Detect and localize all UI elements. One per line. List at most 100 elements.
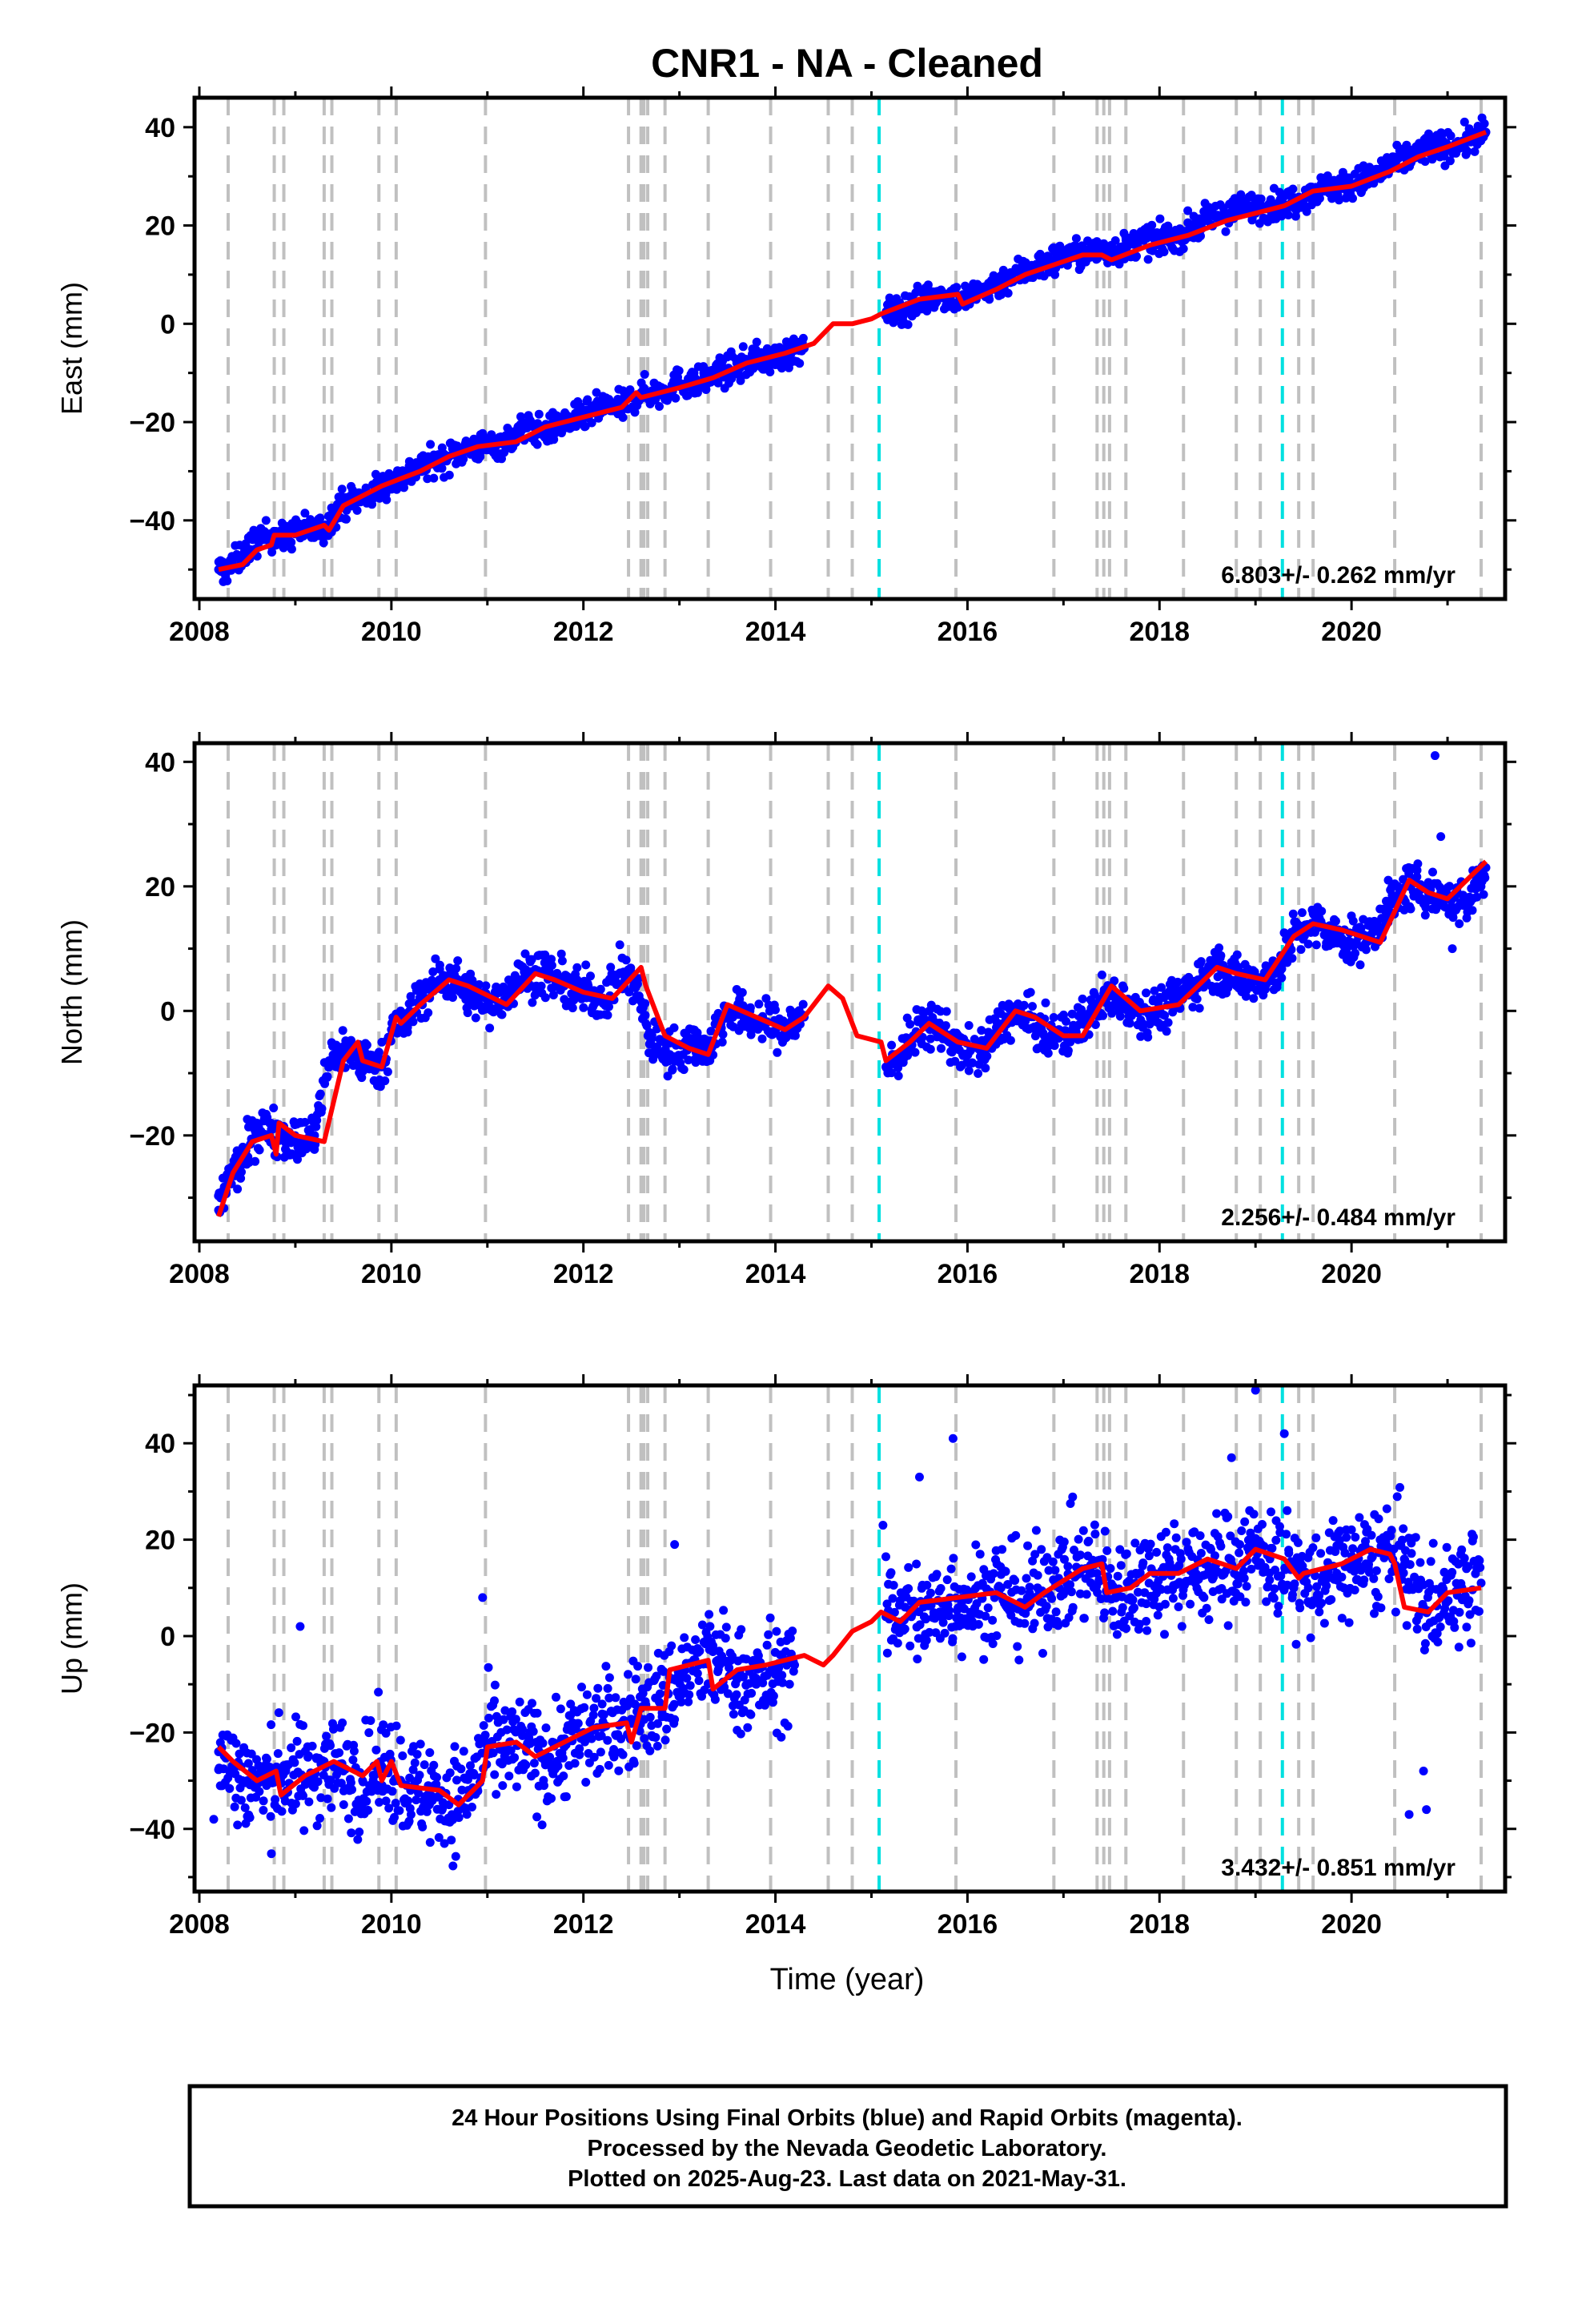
up-position-dot <box>765 1613 775 1622</box>
up-position-dot <box>979 1655 989 1664</box>
north-position-dot <box>1107 1008 1117 1018</box>
up-position-dot <box>1290 1579 1299 1589</box>
east-position-dot <box>437 464 447 473</box>
up-position-dot <box>381 1728 391 1738</box>
up-position-dot <box>693 1669 702 1679</box>
up-position-dot <box>492 1790 501 1799</box>
up-position-dot <box>336 1779 346 1788</box>
east-position-dot <box>1143 255 1153 264</box>
up-position-dot <box>1074 1534 1083 1544</box>
up-position-dot <box>1283 1506 1292 1515</box>
up-position-dot <box>1094 1577 1104 1586</box>
up-position-dot <box>1240 1517 1250 1526</box>
up-position-dot <box>904 1562 913 1572</box>
up-position-dot <box>541 1723 551 1733</box>
north-position-dot <box>964 1066 974 1076</box>
up-position-dot <box>1293 1538 1303 1547</box>
up-position-dot <box>488 1748 498 1758</box>
up-daily-positions <box>214 1482 1485 1871</box>
east-position-dot <box>985 295 994 304</box>
up-position-dot <box>540 1781 548 1791</box>
north-position-dot <box>1143 1032 1153 1042</box>
east-plot-frame <box>192 95 1508 601</box>
east-y-tick-label: −40 <box>129 506 175 537</box>
east-position-dot <box>923 280 933 290</box>
north-position-dot <box>471 1013 480 1023</box>
up-position-dot <box>777 1671 787 1680</box>
up-position-dot <box>414 1788 423 1798</box>
up-position-dot <box>667 1641 677 1651</box>
north-position-dot <box>1188 1003 1198 1012</box>
north-position-dot <box>1277 973 1287 983</box>
north-position-dot <box>548 991 558 999</box>
north-position-dot <box>452 963 461 973</box>
up-position-dot <box>695 1647 705 1656</box>
up-position-dot <box>299 1721 307 1731</box>
up-position-dot <box>418 1822 428 1831</box>
up-position-dot <box>1229 1596 1239 1606</box>
up-position-dot <box>454 1813 464 1823</box>
east-position-dot <box>1463 147 1472 156</box>
up-position-dot <box>432 1779 441 1789</box>
north-position-dot <box>1157 983 1166 992</box>
east-position-dot <box>352 505 362 515</box>
up-position-dot <box>682 1674 692 1683</box>
north-y-tick-label: 20 <box>145 872 175 903</box>
east-position-dot <box>1445 156 1455 166</box>
up-position-dot <box>236 1795 246 1805</box>
up-position-dot <box>930 1614 940 1623</box>
up-position-dot <box>518 1724 527 1734</box>
up-position-dot <box>1021 1609 1030 1618</box>
up-position-dot <box>277 1807 287 1816</box>
north-position-dot <box>572 963 582 972</box>
up-position-dot <box>1306 1633 1315 1642</box>
up-position-dot <box>926 1588 935 1598</box>
east-position-dot <box>1402 140 1411 150</box>
up-position-dot <box>1273 1609 1283 1618</box>
up-position-dot <box>1162 1543 1172 1553</box>
up-position-dot <box>1082 1590 1091 1599</box>
up-position-dot <box>1176 1554 1186 1564</box>
up-position-dot <box>1066 1580 1074 1590</box>
up-position-dot <box>556 1704 565 1714</box>
up-position-dot <box>783 1722 793 1731</box>
up-position-dot <box>312 1821 322 1831</box>
up-position-dot <box>1118 1602 1127 1612</box>
up-position-dot <box>1322 1581 1331 1590</box>
north-data-point <box>339 1043 348 1053</box>
up-position-dot <box>462 1810 472 1819</box>
north-position-dot <box>579 1003 588 1012</box>
up-position-dot <box>1108 1606 1118 1616</box>
up-position-dot <box>1050 1566 1060 1575</box>
up-position-dot <box>1064 1613 1074 1622</box>
up-position-dot <box>732 1690 741 1699</box>
up-position-dot <box>1100 1608 1110 1618</box>
north-data-point <box>267 1124 276 1134</box>
north-position-dot <box>300 1117 310 1127</box>
north-model-fit-line <box>216 859 1488 1217</box>
up-position-dot <box>942 1575 952 1585</box>
north-position-dot <box>1413 859 1423 869</box>
east-position-dot <box>287 545 296 554</box>
up-position-dot <box>422 1807 432 1816</box>
up-position-dot <box>553 1761 563 1771</box>
up-position-dot <box>685 1681 695 1691</box>
up-position-dot <box>888 1594 897 1603</box>
up-position-dot <box>575 1750 584 1759</box>
up-position-dot <box>425 1838 435 1848</box>
east-position-dot <box>533 419 543 428</box>
north-position-dot <box>540 950 550 959</box>
up-position-dot <box>582 1690 592 1699</box>
north-data-point <box>1078 1019 1087 1028</box>
east-data-point <box>1212 211 1222 220</box>
north-position-dot <box>1195 1003 1204 1013</box>
up-position-dot <box>743 1723 753 1732</box>
north-position-dot <box>424 1008 433 1018</box>
east-y-tick-label: −20 <box>129 408 175 438</box>
north-data-point <box>502 987 512 997</box>
north-position-dot <box>323 1072 332 1081</box>
north-position-dot <box>887 1040 897 1050</box>
up-position-dot <box>655 1689 665 1699</box>
up-position-dot <box>1315 1591 1324 1601</box>
north-position-dot <box>475 980 484 989</box>
